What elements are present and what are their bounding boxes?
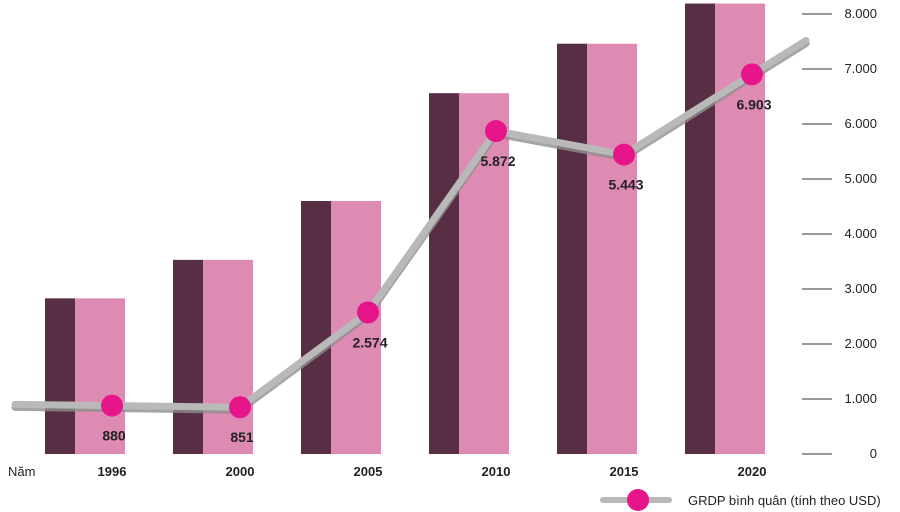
x-tick-label: 2015 bbox=[610, 464, 639, 479]
x-tick-label: 1996 bbox=[98, 464, 127, 479]
data-label: 5.443 bbox=[608, 177, 643, 193]
series-point bbox=[741, 63, 763, 86]
series-point bbox=[357, 301, 379, 324]
legend-marker-swatch bbox=[627, 489, 649, 511]
x-tick-label: 2000 bbox=[226, 464, 255, 479]
bar-light-face bbox=[587, 43, 637, 454]
bar-group bbox=[45, 298, 125, 454]
bar-dark-face bbox=[45, 298, 75, 454]
y-tick-label: 6.000 bbox=[844, 116, 877, 131]
line-layer: 880 851 2.574 5.872 5.443 6.903 bbox=[11, 37, 810, 445]
data-label: 6.903 bbox=[736, 96, 771, 112]
series-point bbox=[613, 143, 635, 166]
bars-layer bbox=[45, 3, 765, 455]
x-tick-label: 2005 bbox=[354, 464, 383, 479]
legend-label: GRDP bình quân (tính theo USD) bbox=[688, 493, 881, 508]
bar-group bbox=[173, 259, 253, 454]
x-tick-label: 2020 bbox=[738, 464, 767, 479]
y-tick-label: 2.000 bbox=[844, 336, 877, 351]
x-tick-label: 2010 bbox=[482, 464, 511, 479]
series-point bbox=[485, 120, 507, 143]
x-axis-title: Năm bbox=[8, 464, 35, 479]
series-line bbox=[11, 37, 810, 411]
y-tick-label: 8.000 bbox=[844, 6, 877, 21]
bar-light-face bbox=[203, 259, 253, 454]
y-tick-label: 3.000 bbox=[844, 281, 877, 296]
data-label: 5.872 bbox=[480, 153, 515, 169]
y-tick-label: 7.000 bbox=[844, 61, 877, 76]
y-tick-label: 0 bbox=[870, 446, 877, 461]
y-tick-label: 1.000 bbox=[844, 391, 877, 406]
bar-group bbox=[557, 43, 637, 454]
bar-dark-face bbox=[301, 201, 331, 454]
series-point bbox=[229, 396, 251, 419]
x-axis: Năm 1996 2000 2005 2010 2015 2020 bbox=[8, 464, 766, 479]
y-tick-label: 4.000 bbox=[844, 226, 877, 241]
data-label: 851 bbox=[230, 429, 254, 445]
series-point bbox=[101, 394, 123, 417]
data-label: 880 bbox=[102, 428, 126, 444]
bar-group bbox=[429, 93, 509, 454]
bar-dark-face bbox=[557, 43, 587, 454]
bar-dark-face bbox=[173, 259, 203, 454]
bar-dark-face bbox=[429, 93, 459, 454]
y-tick-label: 5.000 bbox=[844, 171, 877, 186]
bar-group bbox=[301, 201, 381, 454]
bar-dark-face bbox=[685, 3, 715, 455]
data-label: 2.574 bbox=[352, 334, 387, 350]
legend: GRDP bình quân (tính theo USD) bbox=[600, 489, 881, 511]
bar-light-face bbox=[75, 298, 125, 454]
y-axis: 0 1.000 2.000 3.000 4.000 5.000 6.000 7.000 8.00… bbox=[802, 6, 877, 461]
